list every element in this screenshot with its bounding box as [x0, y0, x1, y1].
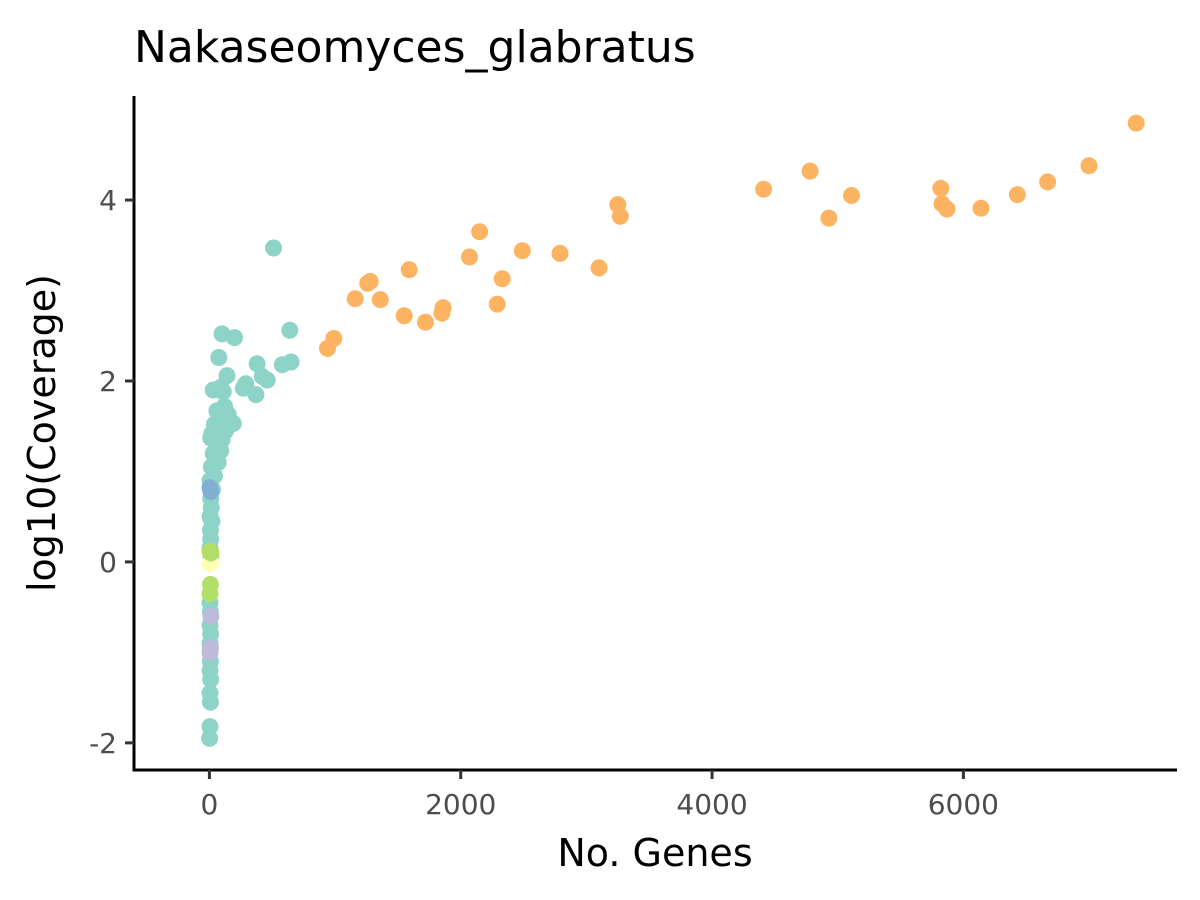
data-point	[932, 179, 950, 197]
data-point	[1039, 173, 1057, 191]
y-tick-label: 4	[99, 184, 117, 217]
data-point	[201, 585, 219, 603]
data-point	[226, 329, 243, 347]
data-point	[202, 482, 220, 500]
data-point	[461, 248, 478, 266]
data-point	[820, 209, 838, 227]
data-point	[609, 196, 627, 214]
y-ticks: -2 0 2 4	[89, 184, 134, 760]
data-point	[281, 321, 299, 339]
data-point	[210, 349, 228, 366]
data-point	[258, 371, 276, 389]
data-point	[202, 607, 220, 625]
data-point	[319, 339, 336, 357]
data-point	[551, 244, 569, 262]
data-point	[933, 195, 951, 213]
y-tick-label: 0	[99, 546, 117, 579]
data-point	[211, 408, 228, 426]
data-point	[346, 290, 364, 308]
y-axis-title: log10(Coverage)	[20, 274, 64, 592]
data-point	[471, 223, 489, 241]
data-point	[265, 239, 282, 257]
data-point	[755, 180, 773, 198]
data-point	[395, 307, 413, 325]
data-point	[247, 386, 265, 404]
y-tick-label: 2	[99, 365, 117, 398]
data-point	[359, 274, 377, 292]
data-point	[590, 259, 608, 277]
data-point	[201, 729, 219, 747]
data-point	[214, 383, 232, 401]
data-point	[273, 356, 291, 374]
x-axis-title: No. Genes	[557, 831, 752, 875]
data-point	[1127, 114, 1145, 132]
chart-title: Nakaseomyces_glabratus	[134, 22, 696, 73]
data-point	[201, 639, 219, 657]
data-point	[801, 162, 819, 180]
data-point	[201, 693, 219, 711]
x-tick-label: 2000	[425, 788, 496, 821]
x-tick-label: 6000	[928, 788, 999, 821]
x-ticks: 0 2000 4000 6000	[200, 770, 999, 821]
x-tick-label: 0	[200, 788, 218, 821]
data-point	[1080, 157, 1098, 175]
data-point	[513, 242, 531, 260]
data-point	[400, 261, 418, 279]
data-point	[493, 270, 511, 288]
points-layer	[201, 114, 1145, 747]
data-point	[202, 544, 220, 562]
data-point	[843, 187, 860, 204]
data-point	[1008, 186, 1026, 204]
data-point	[202, 671, 220, 688]
data-point	[433, 304, 451, 322]
data-point	[234, 379, 252, 397]
data-point	[488, 295, 506, 313]
data-point	[202, 429, 220, 447]
x-tick-label: 4000	[676, 788, 747, 821]
y-tick-label: -2	[89, 727, 117, 760]
data-point	[972, 199, 990, 217]
data-point	[371, 291, 389, 309]
data-point	[417, 313, 434, 331]
